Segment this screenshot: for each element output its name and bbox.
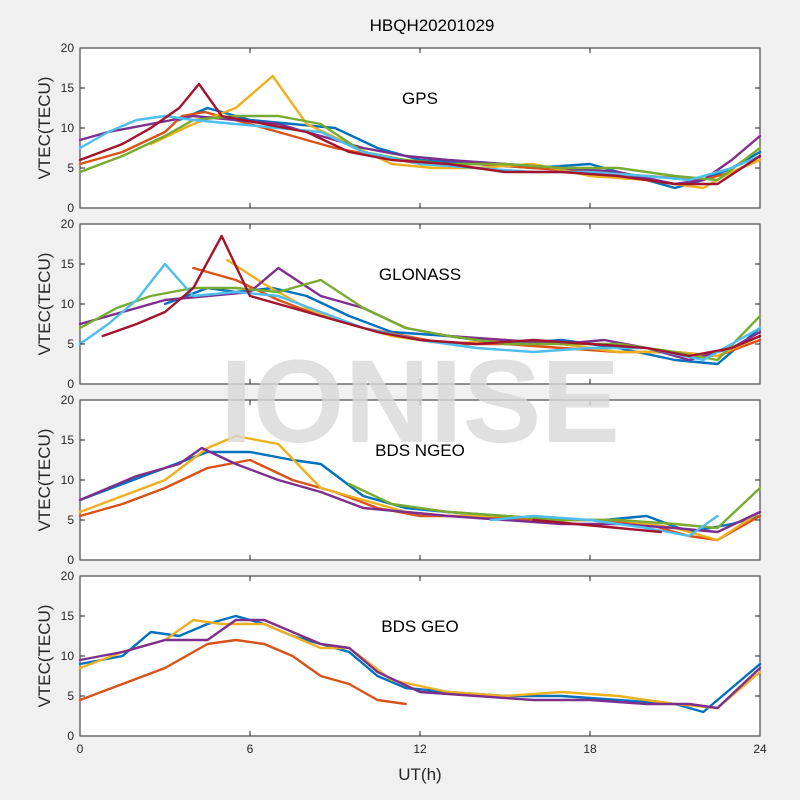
y-tick-label: 10 [61, 297, 75, 311]
x-tick-label: 0 [77, 742, 84, 756]
series-line [78, 618, 762, 710]
x-tick-label: 12 [413, 742, 427, 756]
x-tick-label: 18 [583, 742, 597, 756]
y-axis-label: VTEC(TECU) [35, 605, 54, 708]
y-tick-label: 0 [67, 201, 74, 215]
series-line [149, 74, 762, 190]
y-tick-label: 5 [67, 337, 74, 351]
x-tick-label: 6 [247, 742, 254, 756]
panel-label: BDS GEO [381, 617, 458, 636]
series-line [78, 638, 407, 706]
plot-area [79, 399, 761, 561]
y-tick-label: 0 [67, 377, 74, 391]
series-line [78, 114, 762, 182]
y-tick-label: 20 [61, 569, 75, 583]
series-line [489, 514, 719, 538]
y-tick-label: 20 [61, 41, 75, 55]
panel-label: GPS [402, 89, 438, 108]
y-tick-label: 0 [67, 553, 74, 567]
y-tick-label: 10 [61, 473, 75, 487]
y-tick-label: 20 [61, 217, 75, 231]
y-tick-label: 20 [61, 393, 75, 407]
subplot-stack: 0 5 10 15 20 GPS VTEC(TECU) 0 5 10 15 20 GLONASS VTEC… [35, 41, 767, 756]
x-axis-label: UT(h) [398, 765, 441, 784]
series-line [163, 286, 762, 366]
series-line [101, 234, 762, 358]
subplot-panel: 0 5 10 15 20 BDS NGEO VTEC(TECU) [35, 393, 762, 567]
y-tick-label: 0 [67, 729, 74, 743]
y-tick-label: 15 [61, 433, 75, 447]
subplot-panel: 0 5 10 15 20 GLONASS VTEC(TECU) [35, 217, 762, 391]
series-line [78, 446, 762, 534]
series-line [532, 518, 662, 534]
y-axis-label: VTEC(TECU) [35, 253, 54, 356]
panel-label: GLONASS [379, 265, 461, 284]
y-tick-label: 5 [67, 513, 74, 527]
y-tick-label: 15 [61, 609, 75, 623]
y-tick-label: 5 [67, 689, 74, 703]
y-tick-label: 15 [61, 81, 75, 95]
subplot-panel: 0 5 10 15 20 GPS VTEC(TECU) [35, 41, 762, 215]
panel-label: BDS NGEO [375, 441, 465, 460]
watermark-text: IONISE [220, 336, 620, 468]
plot-area [79, 575, 761, 737]
plot-area [79, 47, 761, 209]
figure-title: HBQH20201029 [370, 16, 495, 35]
series-line [78, 82, 762, 186]
subplot-panel: 0 5 10 15 20 0 6 12 18 24 BDS GEO VTEC(TECU) [35, 569, 767, 756]
y-axis-label: VTEC(TECU) [35, 429, 54, 532]
y-axis-label: VTEC(TECU) [35, 77, 54, 180]
series-line [78, 434, 762, 542]
x-tick-label: 24 [753, 742, 767, 756]
y-tick-label: 10 [61, 649, 75, 663]
y-tick-label: 15 [61, 257, 75, 271]
y-tick-label: 5 [67, 161, 74, 175]
y-tick-label: 10 [61, 121, 75, 135]
